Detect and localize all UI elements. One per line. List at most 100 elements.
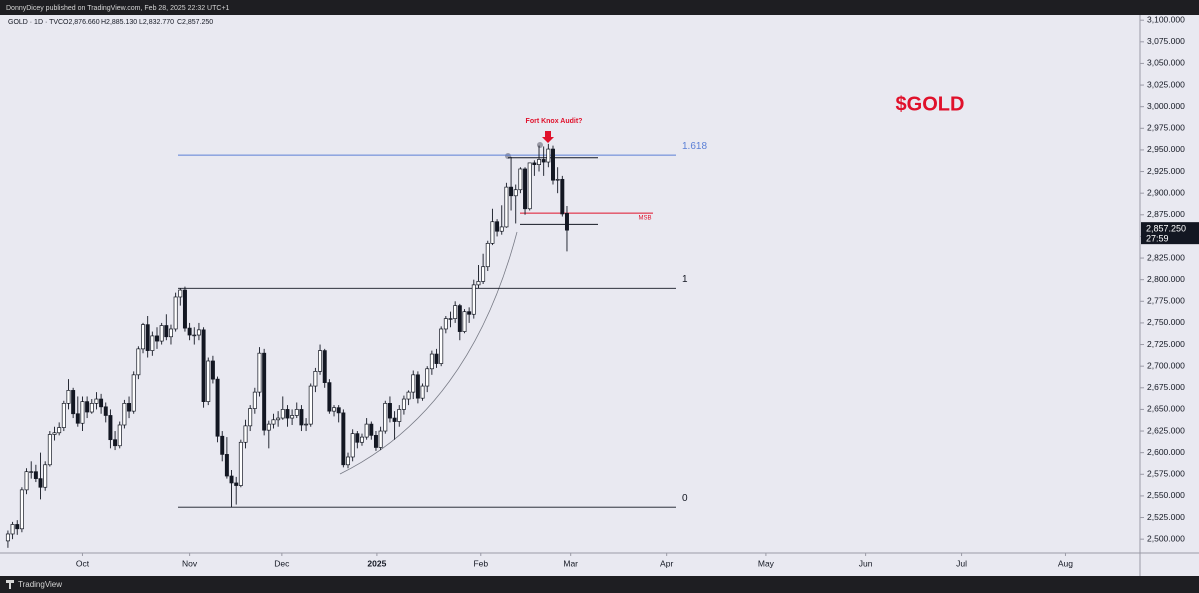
x-tick-label: Mar <box>563 558 578 568</box>
candle-body <box>290 415 295 419</box>
candle-body <box>564 213 569 231</box>
level-label: 0 <box>682 493 688 504</box>
y-tick-label: 2,500.000 <box>1147 533 1185 543</box>
x-tick-label: Dec <box>274 558 290 568</box>
candle-body <box>164 325 169 338</box>
candle-body <box>490 221 495 244</box>
level-label: 1 <box>682 274 688 285</box>
candle-body <box>113 439 118 447</box>
x-tick-label: May <box>758 558 775 568</box>
candle-body <box>201 329 206 402</box>
candle-body <box>406 391 411 400</box>
y-tick-label: 2,825.000 <box>1147 252 1185 262</box>
candle-body <box>387 403 392 419</box>
candle-body <box>182 289 187 329</box>
candle-body <box>541 159 546 163</box>
y-tick-label: 2,800.000 <box>1147 274 1185 284</box>
y-tick-label: 3,025.000 <box>1147 79 1185 89</box>
candle-body <box>551 148 555 181</box>
y-tick-label: 2,675.000 <box>1147 382 1185 392</box>
ohlc-close: C2,857.250 <box>177 19 213 26</box>
y-tick-label: 2,625.000 <box>1147 425 1185 435</box>
candle-body <box>192 334 197 337</box>
candle-body <box>238 441 243 486</box>
y-tick-label: 2,950.000 <box>1147 144 1185 154</box>
candle-body <box>443 318 448 330</box>
candle-body <box>173 296 178 330</box>
candle-body <box>136 348 141 376</box>
y-tick-label: 2,600.000 <box>1147 447 1185 457</box>
curve <box>339 231 518 475</box>
candle-body <box>313 371 318 387</box>
candle-body <box>560 178 565 215</box>
x-tick-label: Feb <box>473 558 488 568</box>
candle-body <box>61 403 66 428</box>
candle-body <box>401 398 406 410</box>
candle-body <box>462 311 467 332</box>
ohlc-open: O2,876.660 <box>63 19 100 26</box>
candle-body <box>509 186 514 197</box>
candle-body <box>336 407 341 414</box>
candle-body <box>103 406 108 416</box>
candle-body <box>5 533 10 542</box>
candle-body <box>392 417 397 422</box>
candle-body <box>215 378 220 437</box>
candle-body <box>262 352 267 431</box>
candle-body <box>224 454 229 477</box>
candle-body <box>308 385 313 425</box>
candle-body <box>513 189 518 197</box>
candle-body <box>75 413 80 424</box>
x-tick-label: Jul <box>956 558 967 568</box>
y-tick-label: 2,525.000 <box>1147 512 1185 522</box>
candle-body <box>546 148 551 163</box>
candle-body <box>19 489 24 530</box>
candle-body <box>145 324 150 351</box>
candle-body <box>355 433 360 443</box>
candle-body <box>457 305 462 332</box>
y-tick-label: 2,750.000 <box>1147 317 1185 327</box>
candle-body <box>210 360 215 380</box>
x-tick-label: 2025 <box>367 558 386 568</box>
candle-body <box>52 432 57 435</box>
marker-dot <box>537 142 543 148</box>
y-tick-label: 3,000.000 <box>1147 101 1185 111</box>
ohlc-low: L2,832.770 <box>139 19 174 26</box>
y-tick-label: 2,575.000 <box>1147 469 1185 479</box>
candle-body <box>318 350 323 372</box>
candle-body <box>485 242 490 268</box>
y-tick-label: 2,975.000 <box>1147 123 1185 133</box>
candle-body <box>243 425 248 443</box>
candle-body <box>467 311 472 315</box>
y-tick-label: 3,100.000 <box>1147 14 1185 24</box>
candle-body <box>453 305 458 319</box>
candle-body <box>206 360 211 402</box>
candle-body <box>94 398 99 404</box>
y-tick-label: 3,075.000 <box>1147 36 1185 46</box>
candle-body <box>159 325 164 342</box>
level-label: 1.618 <box>682 141 707 152</box>
candle-body <box>429 353 434 370</box>
candle-body <box>415 374 420 399</box>
x-tick-label: Aug <box>1058 558 1073 568</box>
candle-body <box>280 409 285 419</box>
candle-body <box>271 419 276 425</box>
y-tick-label: 2,900.000 <box>1147 187 1185 197</box>
candle-body <box>252 391 257 409</box>
candle-body <box>383 403 388 432</box>
candle-body <box>99 398 104 408</box>
candle-body <box>523 168 528 210</box>
candle-body <box>439 328 444 364</box>
candle-body <box>57 427 62 434</box>
candle-body <box>38 478 43 488</box>
y-tick-label: 3,050.000 <box>1147 58 1185 68</box>
x-tick-label: Oct <box>76 558 90 568</box>
candle-body <box>448 318 453 320</box>
candle-body <box>127 403 132 412</box>
candle-body <box>471 284 476 315</box>
candle-body <box>168 328 173 338</box>
candle-body <box>141 324 146 350</box>
candle-body <box>155 335 159 342</box>
candle-body <box>364 423 369 438</box>
candle-body <box>425 368 430 387</box>
candle-body <box>85 401 90 413</box>
